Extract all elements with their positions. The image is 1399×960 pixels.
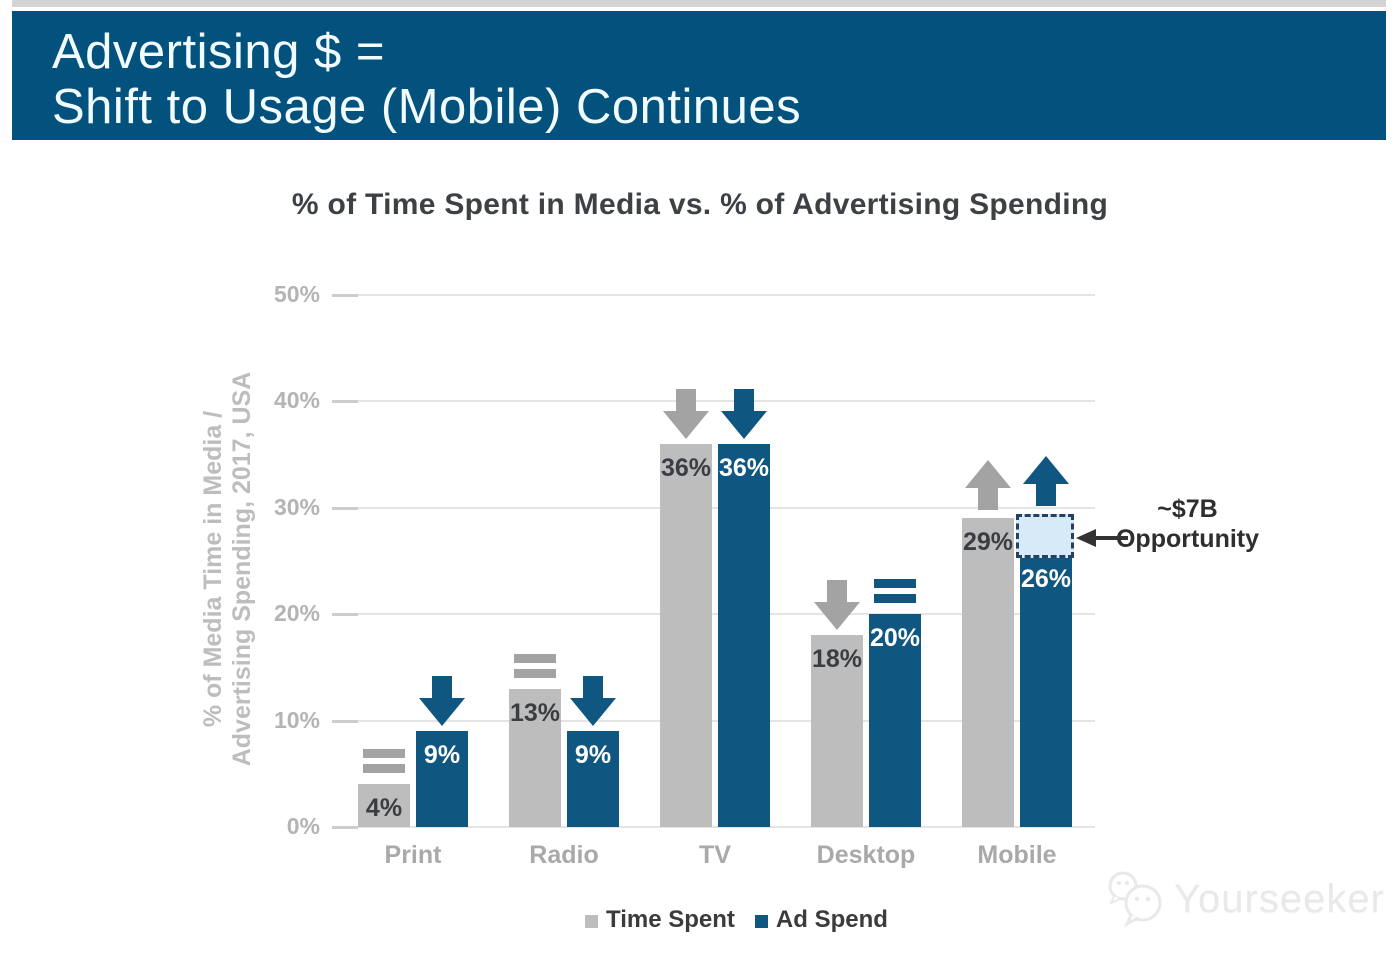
down-arrow-icon-ad-spend-radio (570, 676, 616, 727)
gridline-40 (335, 400, 1095, 403)
watermark: Yourseeker (1104, 870, 1385, 928)
x-axis-label-tv: TV (699, 841, 731, 869)
gridline-50 (335, 294, 1095, 296)
chart-title: % of Time Spent in Media vs. % of Advert… (291, 188, 1109, 221)
annotation-left-arrow-icon (1076, 529, 1128, 547)
legend-item-ad-spend: Ad Spend (754, 906, 888, 934)
y-tick-label-30: 30% (273, 493, 320, 520)
opportunity-annotation-line1: ~$7B (1157, 495, 1218, 523)
ad-spend-swatch (754, 915, 768, 928)
bar-time-spent-print (358, 784, 410, 827)
header-title-line2: Shift to Usage (Mobile) Continues (52, 80, 802, 134)
bar-ad-spend-print (416, 731, 468, 827)
equal-icon-bar (363, 749, 405, 759)
y-tick-label-50: 50% (273, 281, 320, 307)
y-tick-label-20: 20% (273, 600, 320, 627)
value-label-ad-spend-desktop: 20% (869, 624, 921, 653)
value-label-ad-spend-radio: 9% (574, 741, 612, 770)
equal-icon-bar (514, 653, 556, 663)
equal-icon-bar (874, 594, 916, 604)
value-label-time-spent-radio: 13% (509, 698, 561, 727)
opportunity-gap-box (1016, 514, 1074, 559)
x-axis-label-print: Print (384, 841, 442, 869)
legend-label-time-spent: Time Spent (606, 906, 735, 933)
y-tick-mark-30 (332, 506, 358, 510)
equal-icon-bar (874, 579, 916, 589)
up-arrow-icon-time-spent-mobile (965, 460, 1011, 511)
down-arrow-icon-ad-spend-print (419, 676, 465, 727)
chat-bubbles-logo-icon (1108, 871, 1162, 928)
equal-icon-time-spent-print (363, 749, 405, 779)
x-axis-label-desktop: Desktop (816, 841, 916, 869)
value-label-time-spent-tv: 36% (660, 453, 712, 482)
bar-ad-spend-radio (567, 731, 619, 827)
bar-ad-spend-desktop (869, 614, 921, 827)
y-tick-mark-10 (332, 719, 358, 723)
x-axis-label-radio: Radio (529, 841, 599, 869)
gridline-0 (335, 826, 1095, 828)
time-spent-swatch (585, 915, 598, 928)
down-arrow-icon-time-spent-tv (663, 388, 709, 439)
y-tick-label-0: 0% (286, 813, 320, 839)
bar-time-spent-desktop (811, 635, 863, 827)
equal-icon-bar (363, 764, 405, 774)
up-arrow-icon-ad-spend-mobile (1023, 456, 1069, 507)
y-tick-label-40: 40% (273, 387, 320, 414)
value-label-time-spent-desktop: 18% (811, 645, 863, 674)
equal-icon-time-spent-radio (514, 653, 556, 684)
value-label-ad-spend-tv: 36% (718, 453, 770, 482)
y-tick-mark-40 (332, 400, 358, 404)
gridline-30 (335, 506, 1095, 509)
down-arrow-icon-time-spent-desktop (814, 580, 860, 631)
value-label-time-spent-mobile: 29% (962, 528, 1014, 557)
y-tick-mark-50 (332, 294, 358, 297)
equal-icon-ad-spend-desktop (874, 579, 916, 609)
bar-time-spent-radio (509, 688, 561, 827)
legend-item-time-spent: Time Spent (585, 906, 735, 934)
y-tick-mark-20 (332, 613, 358, 617)
watermark-text: Yourseeker (1174, 876, 1385, 921)
bar-ad-spend-mobile (1020, 550, 1072, 827)
legend: Time Spent Ad Spend (585, 906, 888, 934)
opportunity-annotation-line2: Opportunity (1115, 525, 1260, 553)
value-label-time-spent-print: 4% (365, 794, 403, 823)
header-banner: Advertising $ = Shift to Usage (Mobile) … (12, 11, 1386, 140)
slide-top-edge (12, 0, 1386, 7)
y-tick-label-10: 10% (273, 706, 320, 733)
equal-icon-bar (514, 668, 556, 678)
bar-ad-spend-tv (718, 443, 770, 827)
value-label-ad-spend-print: 9% (423, 741, 461, 770)
down-arrow-icon-ad-spend-tv (721, 388, 767, 439)
y-tick-mark-0 (332, 826, 358, 829)
gridline-10 (335, 719, 1095, 722)
x-axis-label-mobile: Mobile (977, 841, 1057, 869)
bar-time-spent-mobile (962, 518, 1014, 827)
bar-time-spent-tv (660, 443, 712, 827)
legend-label-ad-spend: Ad Spend (775, 906, 888, 933)
value-label-ad-spend-mobile: 26% (1020, 565, 1072, 594)
opportunity-annotation: ~$7B Opportunity (1115, 494, 1260, 554)
gridline-20 (335, 613, 1095, 616)
header-title-line1: Advertising $ = (52, 25, 385, 79)
